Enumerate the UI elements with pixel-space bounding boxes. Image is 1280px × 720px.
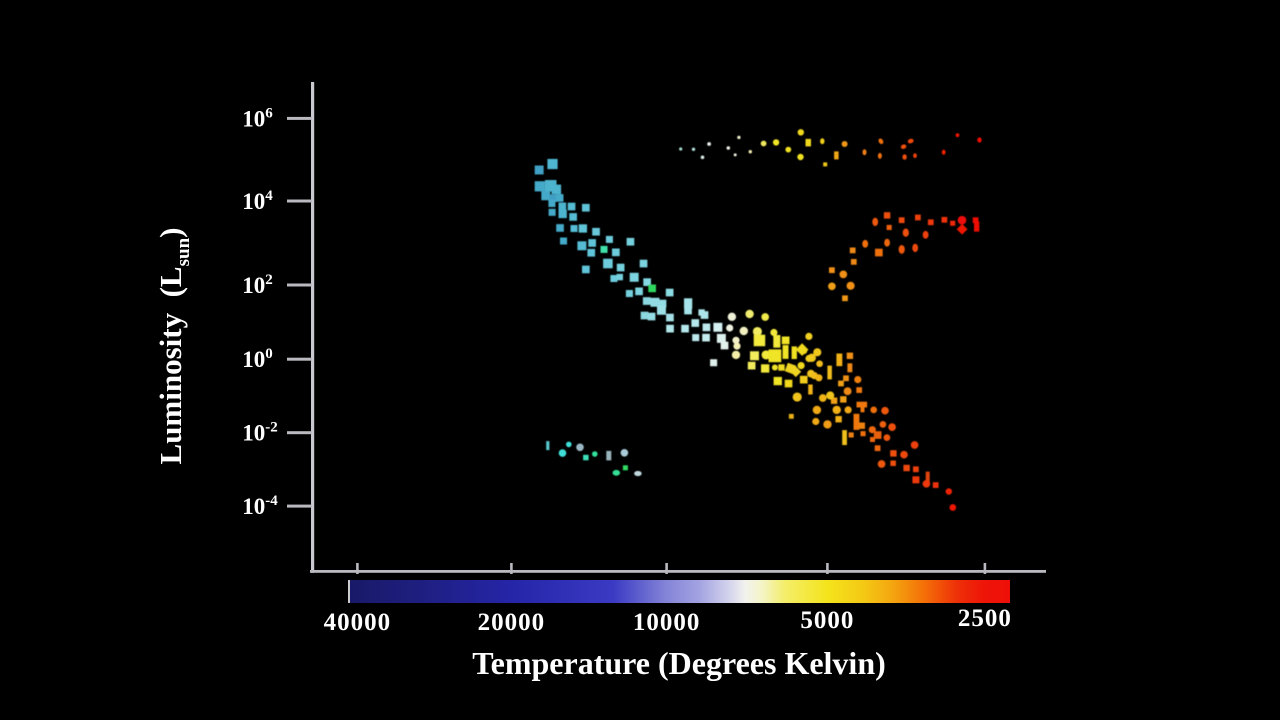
svg-text:10-2: 10-2 xyxy=(242,420,277,446)
svg-text:40000: 40000 xyxy=(324,609,392,636)
svg-text:5000: 5000 xyxy=(800,607,854,634)
svg-text:2500: 2500 xyxy=(958,605,1012,632)
svg-text:Temperature (Degrees Kelvin): Temperature (Degrees Kelvin) xyxy=(472,645,886,681)
svg-text:Luminosity (Lsun): Luminosity (Lsun) xyxy=(153,228,194,465)
svg-text:20000: 20000 xyxy=(478,609,546,636)
svg-text:10000: 10000 xyxy=(633,609,701,636)
